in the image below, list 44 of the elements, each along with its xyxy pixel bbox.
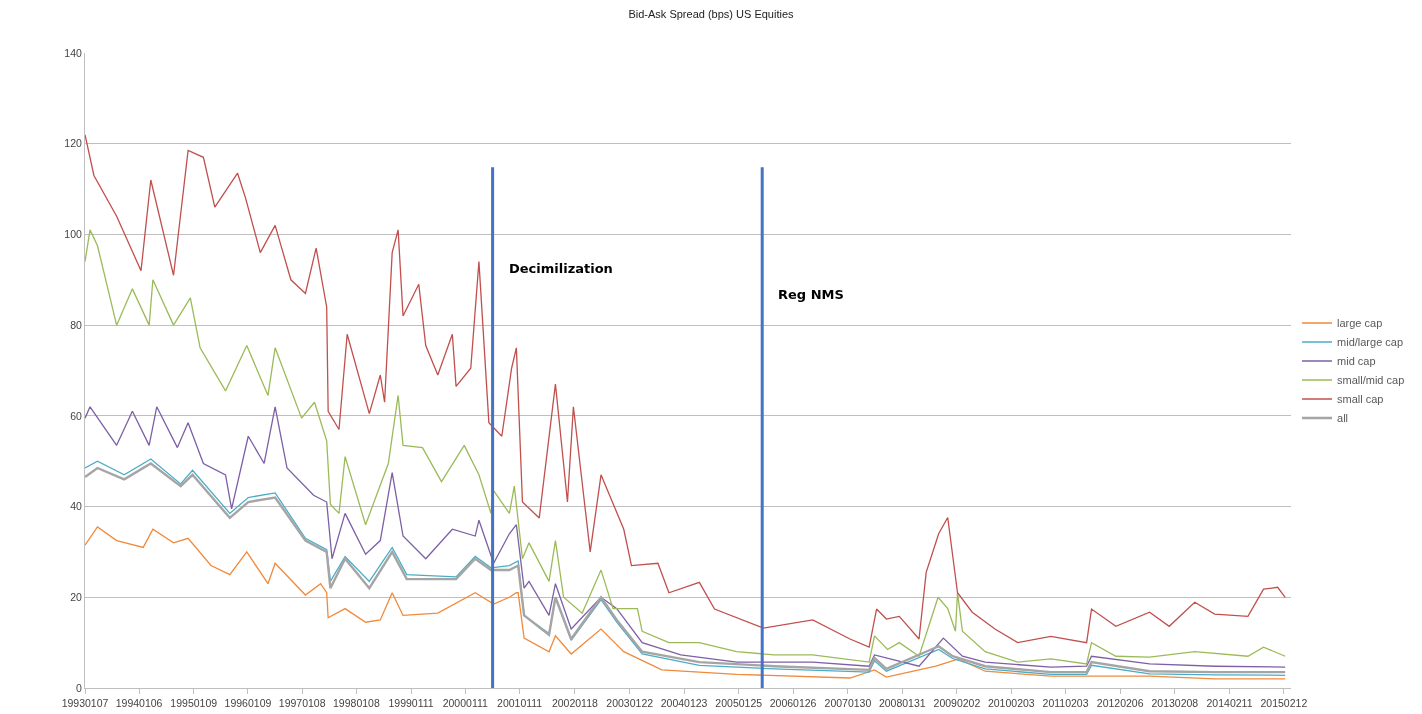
- x-tick-label: 20020118: [551, 696, 599, 709]
- y-tick-label: 140: [64, 46, 83, 59]
- x-tick-label: 20060126: [769, 696, 817, 709]
- x-tick-label: 20070130: [824, 696, 872, 709]
- legend-label: mid/large cap: [1337, 336, 1404, 349]
- x-tick-label: 20140211: [1206, 696, 1253, 709]
- y-tick-label: 120: [64, 137, 83, 150]
- x-tick-label: 20100203: [987, 696, 1035, 709]
- x-tick-label: 19970108: [278, 696, 326, 709]
- legend-label: large cap: [1337, 317, 1383, 330]
- x-tick-label: 20110203: [1042, 696, 1089, 709]
- x-tick-label: 20080131: [878, 696, 926, 709]
- line-series: [85, 526, 1286, 680]
- x-tick-label: 20040123: [660, 696, 708, 709]
- ref-line-label: Reg NMS: [778, 287, 844, 302]
- legend-label: small cap: [1337, 393, 1384, 406]
- x-tick-label: 19950109: [170, 696, 218, 709]
- ref-line-label: Decimilization: [509, 261, 613, 276]
- legend-label: mid cap: [1337, 355, 1376, 368]
- x-tick-label: 20030122: [606, 696, 654, 709]
- line-series: [85, 229, 1286, 665]
- x-tick-label: 19980108: [333, 696, 380, 709]
- x-tick-label: 19990111: [388, 696, 434, 709]
- x-tick-label: 19960109: [224, 696, 272, 709]
- x-tick-label: 19930107: [61, 696, 109, 709]
- x-tick-label: 19940106: [115, 696, 163, 709]
- line-series: [85, 133, 1286, 648]
- y-tick-label: 80: [70, 318, 83, 331]
- y-tick-label: 20: [70, 590, 83, 603]
- legend-label: all: [1337, 412, 1349, 425]
- x-tick-label: 20050125: [715, 696, 763, 709]
- line-series: [85, 406, 1286, 668]
- y-tick-label: 100: [64, 228, 83, 241]
- x-tick-label: 20090202: [933, 696, 981, 709]
- chart-title: Bid-Ask Spread (bps) US Equities: [628, 8, 795, 21]
- y-tick-label: 0: [76, 681, 83, 694]
- x-tick-label: 20120206: [1096, 696, 1144, 709]
- legend-label: small/mid cap: [1337, 374, 1405, 387]
- x-tick-label: 20010111: [497, 696, 543, 709]
- y-tick-label: 60: [70, 409, 83, 422]
- x-tick-label: 20150212: [1260, 696, 1308, 709]
- x-tick-label: 20000111: [442, 696, 488, 709]
- x-tick-label: 20130208: [1151, 696, 1199, 709]
- y-tick-label: 40: [70, 500, 83, 513]
